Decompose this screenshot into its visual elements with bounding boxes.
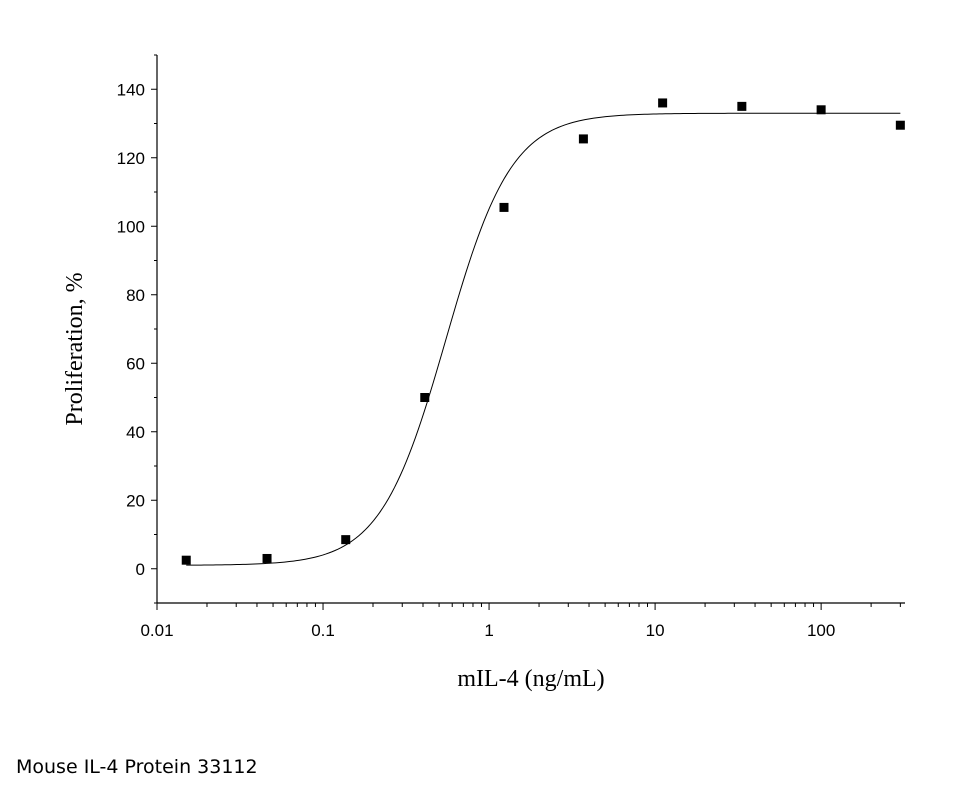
data-point [895, 120, 905, 130]
data-point [499, 202, 509, 212]
y-tick-label: 100 [117, 217, 145, 236]
fit-curve [186, 112, 901, 566]
data-point [262, 553, 272, 563]
data-point [181, 555, 191, 565]
y-tick-label: 120 [117, 149, 145, 168]
data-point [816, 105, 826, 115]
y-tick-label: 80 [126, 286, 145, 305]
x-axis-title: mIL-4 (ng/mL) [457, 666, 604, 692]
figure-caption: Mouse IL-4 Protein 33112 [16, 756, 258, 778]
chart-ticks: 0 20 40 60 80 100 120 140 0.01 0.1 1 10 100 [117, 54, 901, 640]
x-tick-label: 100 [807, 621, 835, 640]
y-tick-label: 0 [136, 560, 145, 579]
y-tick-label: 60 [126, 354, 145, 373]
data-points [181, 98, 905, 565]
y-tick-label: 20 [126, 491, 145, 510]
x-tick-label: 1 [484, 621, 493, 640]
data-point [578, 134, 588, 144]
y-tick-label: 140 [117, 80, 145, 99]
data-point [737, 101, 747, 111]
y-tick-label: 40 [126, 423, 145, 442]
chart-axes [156, 55, 905, 604]
y-axis-title: Proliferation, % [62, 272, 88, 425]
x-tick-label: 0.01 [140, 621, 173, 640]
x-tick-label: 10 [646, 621, 665, 640]
data-point [658, 98, 668, 108]
data-point [341, 535, 351, 545]
x-tick-label: 0.1 [311, 621, 335, 640]
data-point [420, 393, 430, 402]
